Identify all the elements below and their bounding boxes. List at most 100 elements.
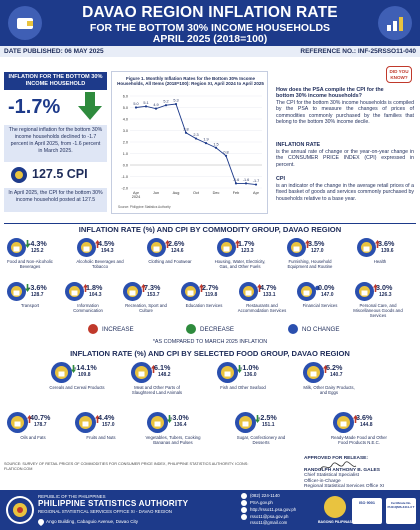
x-tick-label: Apr [253, 191, 260, 195]
data-point [214, 146, 218, 149]
meat-icon [131, 362, 152, 383]
up-arrow-icon [165, 240, 170, 248]
meta-bar: DATE PUBLISHED: 06 MAY 2025 REFERENCE NO… [0, 46, 420, 57]
facebook-link[interactable]: PSA.gov.ph [250, 500, 273, 505]
no-change-dot [288, 324, 298, 334]
food-group-tile: -14.1% 109.8 Cereals and Cereal Products [48, 360, 148, 400]
iso-certificate: Certificate No. PH11QMS-3411-3 T [386, 498, 416, 524]
food-group-name: Cereals and Cereal Products [49, 385, 105, 390]
commodity-cpi: 124.6 [171, 248, 184, 254]
series-line [135, 103, 257, 185]
data-label: -1.6 [233, 178, 240, 182]
commodity-tile: 4.5% 194.3 Alcoholic Beverages and Tobacco [74, 236, 174, 274]
down-arrow-icon [71, 365, 76, 373]
y-tick-label: 3.0 [123, 129, 128, 133]
data-point [194, 137, 198, 140]
data-label: 0.8 [223, 150, 228, 154]
page-period: APRIL 2025 (2018=100) [152, 33, 268, 45]
fish-icon [217, 362, 238, 383]
bagong-pilipinas-label: BAGONG PILIPINAS [318, 520, 352, 524]
commodity-tile: 3.5% 127.0 Furnishing, Household Equipment… [284, 236, 384, 274]
commodity-name: Health [373, 259, 387, 264]
email-link[interactable]: rsso11@psa.gov.ph [250, 514, 289, 519]
up-arrow-icon [375, 240, 380, 248]
house-icon [217, 238, 236, 257]
data-point [154, 107, 158, 110]
down-arrow-icon [25, 284, 30, 292]
email-link-2[interactable]: rsso11@gmail.com [250, 520, 288, 525]
food-group-tile: -1.0% 136.0 Fish and Other Seafood [214, 360, 314, 400]
food-cpi: 151.1 [262, 422, 275, 428]
data-label: 2.3 [193, 133, 198, 137]
reference-number: REFERENCE NO.: INF-25RSSO11-040 [300, 48, 416, 55]
food-rate: -3.0% [170, 413, 189, 422]
commodity-rate: 3.0% [376, 283, 393, 292]
up-arrow-icon [95, 240, 100, 248]
commodity-name: Furnishing, Household Equipment and Rout… [287, 259, 333, 269]
location-pin-icon [38, 519, 44, 526]
phone-number: (082) 224-1140 [250, 493, 280, 498]
up-arrow-icon [95, 415, 100, 423]
sugar-icon [235, 412, 256, 433]
y-tick-label: 6.0 [123, 94, 128, 98]
signature [319, 461, 357, 471]
down-arrow-icon [255, 415, 260, 423]
up-arrow-icon [257, 284, 262, 292]
y-tick-label: -1.0 [121, 175, 128, 179]
food-group-name: Oils and Fats [20, 435, 46, 440]
coins-icon [11, 167, 27, 183]
web-icon [241, 507, 247, 513]
psa-seal-logo [6, 496, 34, 524]
commodity-tile: 3.0% 126.3 Personal Care, and Miscellaneou… [352, 280, 420, 318]
commodity-rate: 2.7% [202, 283, 219, 292]
data-point [184, 131, 188, 134]
header-banner: DAVAO REGION INFLATION RATE FOR THE BOTT… [0, 0, 420, 46]
down-arrow-icon [25, 240, 30, 248]
approver-role: Officer-in-Charge [304, 478, 341, 484]
iso-badge: ISO 9001 [352, 498, 382, 524]
x-tick-label: Feb [233, 191, 240, 195]
x-tick-label: Dec [213, 191, 220, 195]
bottle-icon [77, 238, 96, 257]
email-icon [241, 514, 247, 520]
food-group-name: Milk, Other Dairy Products, and Eggs [303, 385, 355, 395]
ball-icon [123, 282, 142, 301]
cpi-description: In April 2025, the CPI for the bottom 30… [4, 188, 107, 212]
data-point [204, 142, 208, 145]
y-tick-label: 0.0 [123, 163, 128, 167]
food-group-tile: 5.2% 140.7 Milk, Other Dairy Products, and… [300, 360, 400, 400]
headline-rate: -1.7% [8, 96, 61, 118]
food-group-tile: 40.7% 178.7 Oils and Fats [4, 410, 104, 450]
commodity-name: Information Communication [73, 303, 103, 313]
ready-food-icon [333, 412, 354, 433]
commodity-cpi: 123.3 [241, 248, 254, 254]
commodity-rate: 3.6% [378, 239, 395, 248]
data-point [244, 182, 248, 185]
sofa-icon [287, 238, 306, 257]
commodity-name: Housing, Water, Electricity, Gas, and Ot… [214, 259, 266, 269]
oil-icon [7, 412, 28, 433]
vegetable-icon [147, 412, 168, 433]
faq-answer: The CPI for the bottom 30% income househ… [276, 100, 414, 126]
up-arrow-icon [353, 415, 358, 423]
source-note: SOURCE: SURVEY OF RETAIL PRICES OF COMMO… [4, 462, 249, 471]
data-label: -1.7 [253, 179, 260, 183]
data-point [164, 104, 168, 107]
commodity-cpi: 194.3 [101, 248, 114, 254]
food-cpi: 178.7 [34, 422, 47, 428]
website-link[interactable]: http://rsso11.psa.gov.ph [250, 507, 297, 512]
commodity-cpi: 133.1 [263, 292, 276, 298]
approver-title: Chief Statistical Specialist [304, 473, 359, 479]
date-published: DATE PUBLISHED: 06 MAY 2025 [4, 48, 104, 55]
iso-label: ISO 9001 [358, 501, 376, 505]
data-point [234, 182, 238, 185]
data-label: 4.9 [153, 103, 158, 107]
office-name: REGIONAL STATISTICAL SERVICES OFFICE XI … [38, 509, 172, 514]
food-cpi: 148.2 [158, 372, 171, 378]
commodity-rate: 4.7% [260, 283, 277, 292]
y-tick-label: -2.0 [121, 186, 128, 190]
data-label: 5.2 [163, 100, 168, 104]
food-rate: 5.2% [326, 363, 343, 372]
money-icon [297, 282, 316, 301]
